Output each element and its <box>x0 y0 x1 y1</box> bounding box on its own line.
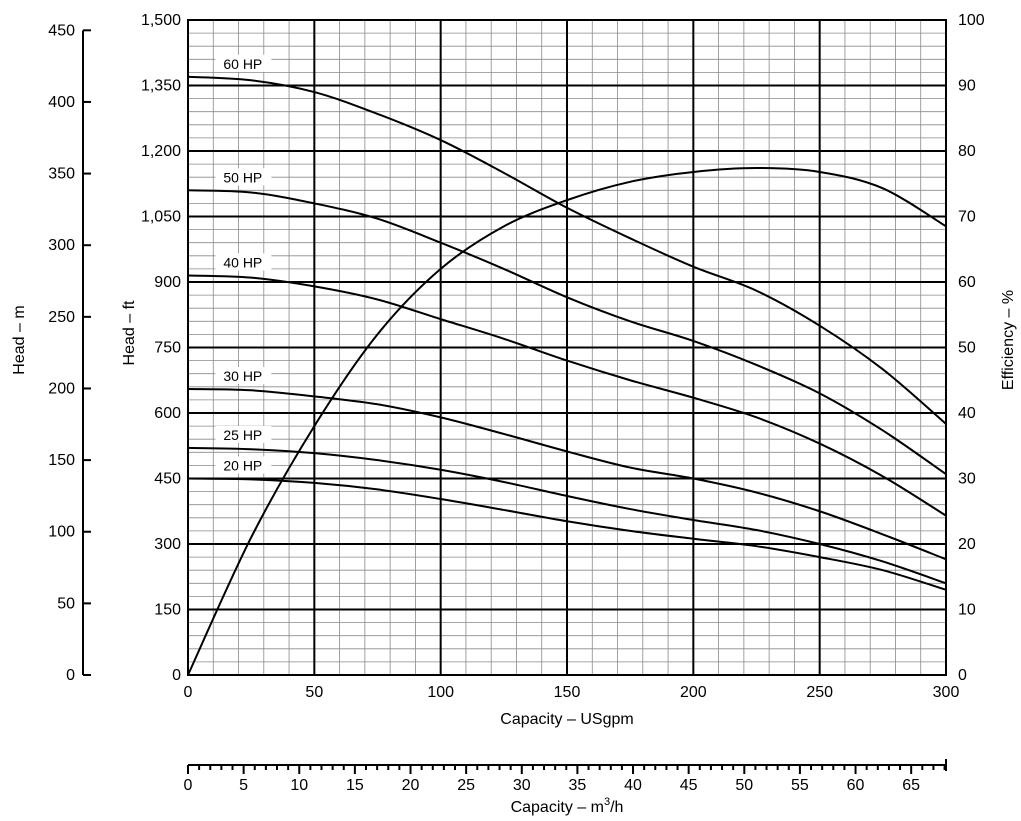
x-tick-label: 100 <box>427 684 454 701</box>
x2-tick-label: 35 <box>569 777 587 794</box>
x2-tick-label: 45 <box>680 777 698 794</box>
y-axis-efficiency-title: Efficiency – % <box>1000 290 1017 390</box>
y-ft-tick-label: 1,200 <box>141 143 181 160</box>
y-m-tick-label: 50 <box>57 595 75 612</box>
y-ft-tick-label: 1,050 <box>141 209 181 226</box>
x2-tick-label: 30 <box>513 777 531 794</box>
x-tick-label: 150 <box>554 684 581 701</box>
y-ft-tick-label: 300 <box>154 536 181 553</box>
curve-label-50-hp: 50 HP <box>223 169 262 185</box>
curve-label-20-hp: 20 HP <box>223 458 262 474</box>
curve-label-25-hp: 25 HP <box>223 427 262 443</box>
curve-label-bg <box>215 456 272 474</box>
y-ft-tick-label: 150 <box>154 602 181 619</box>
y-m-tick-label: 250 <box>48 309 75 326</box>
y-m-tick-label: 200 <box>48 380 75 397</box>
y-ft-tick-label: 900 <box>154 274 181 291</box>
y-efficiency-tick-label: 40 <box>958 405 976 422</box>
y-axis-ft-title: Head – ft <box>121 300 138 365</box>
curve-label-40-hp: 40 HP <box>223 254 262 270</box>
curve-label-bg <box>215 54 272 72</box>
y-m-tick-label: 400 <box>48 94 75 111</box>
curve-label-60-hp: 60 HP <box>223 56 262 72</box>
y-ft-tick-label: 450 <box>154 471 181 488</box>
x2-tick-label: 60 <box>847 777 865 794</box>
y-efficiency-tick-label: 100 <box>958 12 985 29</box>
x-tick-label: 250 <box>806 684 833 701</box>
x-tick-label: 200 <box>680 684 707 701</box>
curve-label-bg <box>215 366 272 384</box>
x2-tick-label: 25 <box>457 777 475 794</box>
curve-label-bg <box>215 168 272 186</box>
plot-frame <box>187 19 947 676</box>
x2-tick-label: 65 <box>902 777 920 794</box>
y-m-tick-label: 0 <box>66 667 75 684</box>
x-tick-label: 300 <box>933 684 960 701</box>
y-ft-tick-label: 750 <box>154 340 181 357</box>
curve-50-hp <box>187 189 947 475</box>
performance-curves <box>187 75 947 676</box>
curve-60-hp <box>187 75 947 425</box>
y-efficiency-tick-label: 30 <box>958 471 976 488</box>
x2-tick-label: 55 <box>791 777 809 794</box>
y-ft-tick-label: 1,350 <box>141 78 181 95</box>
y-efficiency-tick-label: 80 <box>958 143 976 160</box>
y-m-tick-label: 450 <box>48 22 75 39</box>
y-efficiency-tick-label: 90 <box>958 78 976 95</box>
x2-tick-label: 10 <box>290 777 308 794</box>
y-m-tick-label: 150 <box>48 452 75 469</box>
curve-labels: 60 HP 50 HP 40 HP 30 HP 25 HP 20 HP <box>215 54 272 474</box>
y-m-tick-label: 350 <box>48 166 75 183</box>
x2-axis-title: Capacity – m3/h <box>511 796 624 816</box>
x-tick-label: 50 <box>305 684 323 701</box>
y-efficiency-tick-label: 50 <box>958 340 976 357</box>
y-m-tick-label: 100 <box>48 524 75 541</box>
x2-tick-label: 50 <box>735 777 753 794</box>
x2-tick-label: 15 <box>346 777 364 794</box>
y-efficiency-tick-label: 0 <box>958 667 967 684</box>
x2-tick-label: 0 <box>184 777 193 794</box>
y-m-tick-label: 300 <box>48 237 75 254</box>
y-efficiency-tick-label: 60 <box>958 274 976 291</box>
curve-label-bg <box>215 253 272 271</box>
major-grid <box>187 19 947 676</box>
curve-25-hp <box>187 446 947 585</box>
y-ft-tick-label: 0 <box>172 667 181 684</box>
x2-tick-label: 40 <box>624 777 642 794</box>
y-efficiency-tick-label: 10 <box>958 602 976 619</box>
curve-label-bg <box>215 425 272 443</box>
x-tick-label: 0 <box>184 684 193 701</box>
axes: 0 50 100 150 200 250 30001503004506007509001,0… <box>48 12 985 794</box>
y-ft-tick-label: 1,500 <box>141 12 181 29</box>
y-ft-tick-label: 600 <box>154 405 181 422</box>
curve-30-hp <box>187 387 947 561</box>
y-efficiency-tick-label: 20 <box>958 536 976 553</box>
x2-tick-label: 5 <box>239 777 248 794</box>
curve-label-30-hp: 30 HP <box>223 368 262 384</box>
y-axis-m-title: Head – m <box>11 305 28 374</box>
curve-20-hp <box>187 477 947 591</box>
y-efficiency-tick-label: 70 <box>958 209 976 226</box>
x-axis-title: Capacity – USgpm <box>500 711 633 728</box>
curve-40-hp <box>187 274 947 517</box>
x2-tick-label: 20 <box>402 777 420 794</box>
curve-efficiency <box>187 167 947 676</box>
